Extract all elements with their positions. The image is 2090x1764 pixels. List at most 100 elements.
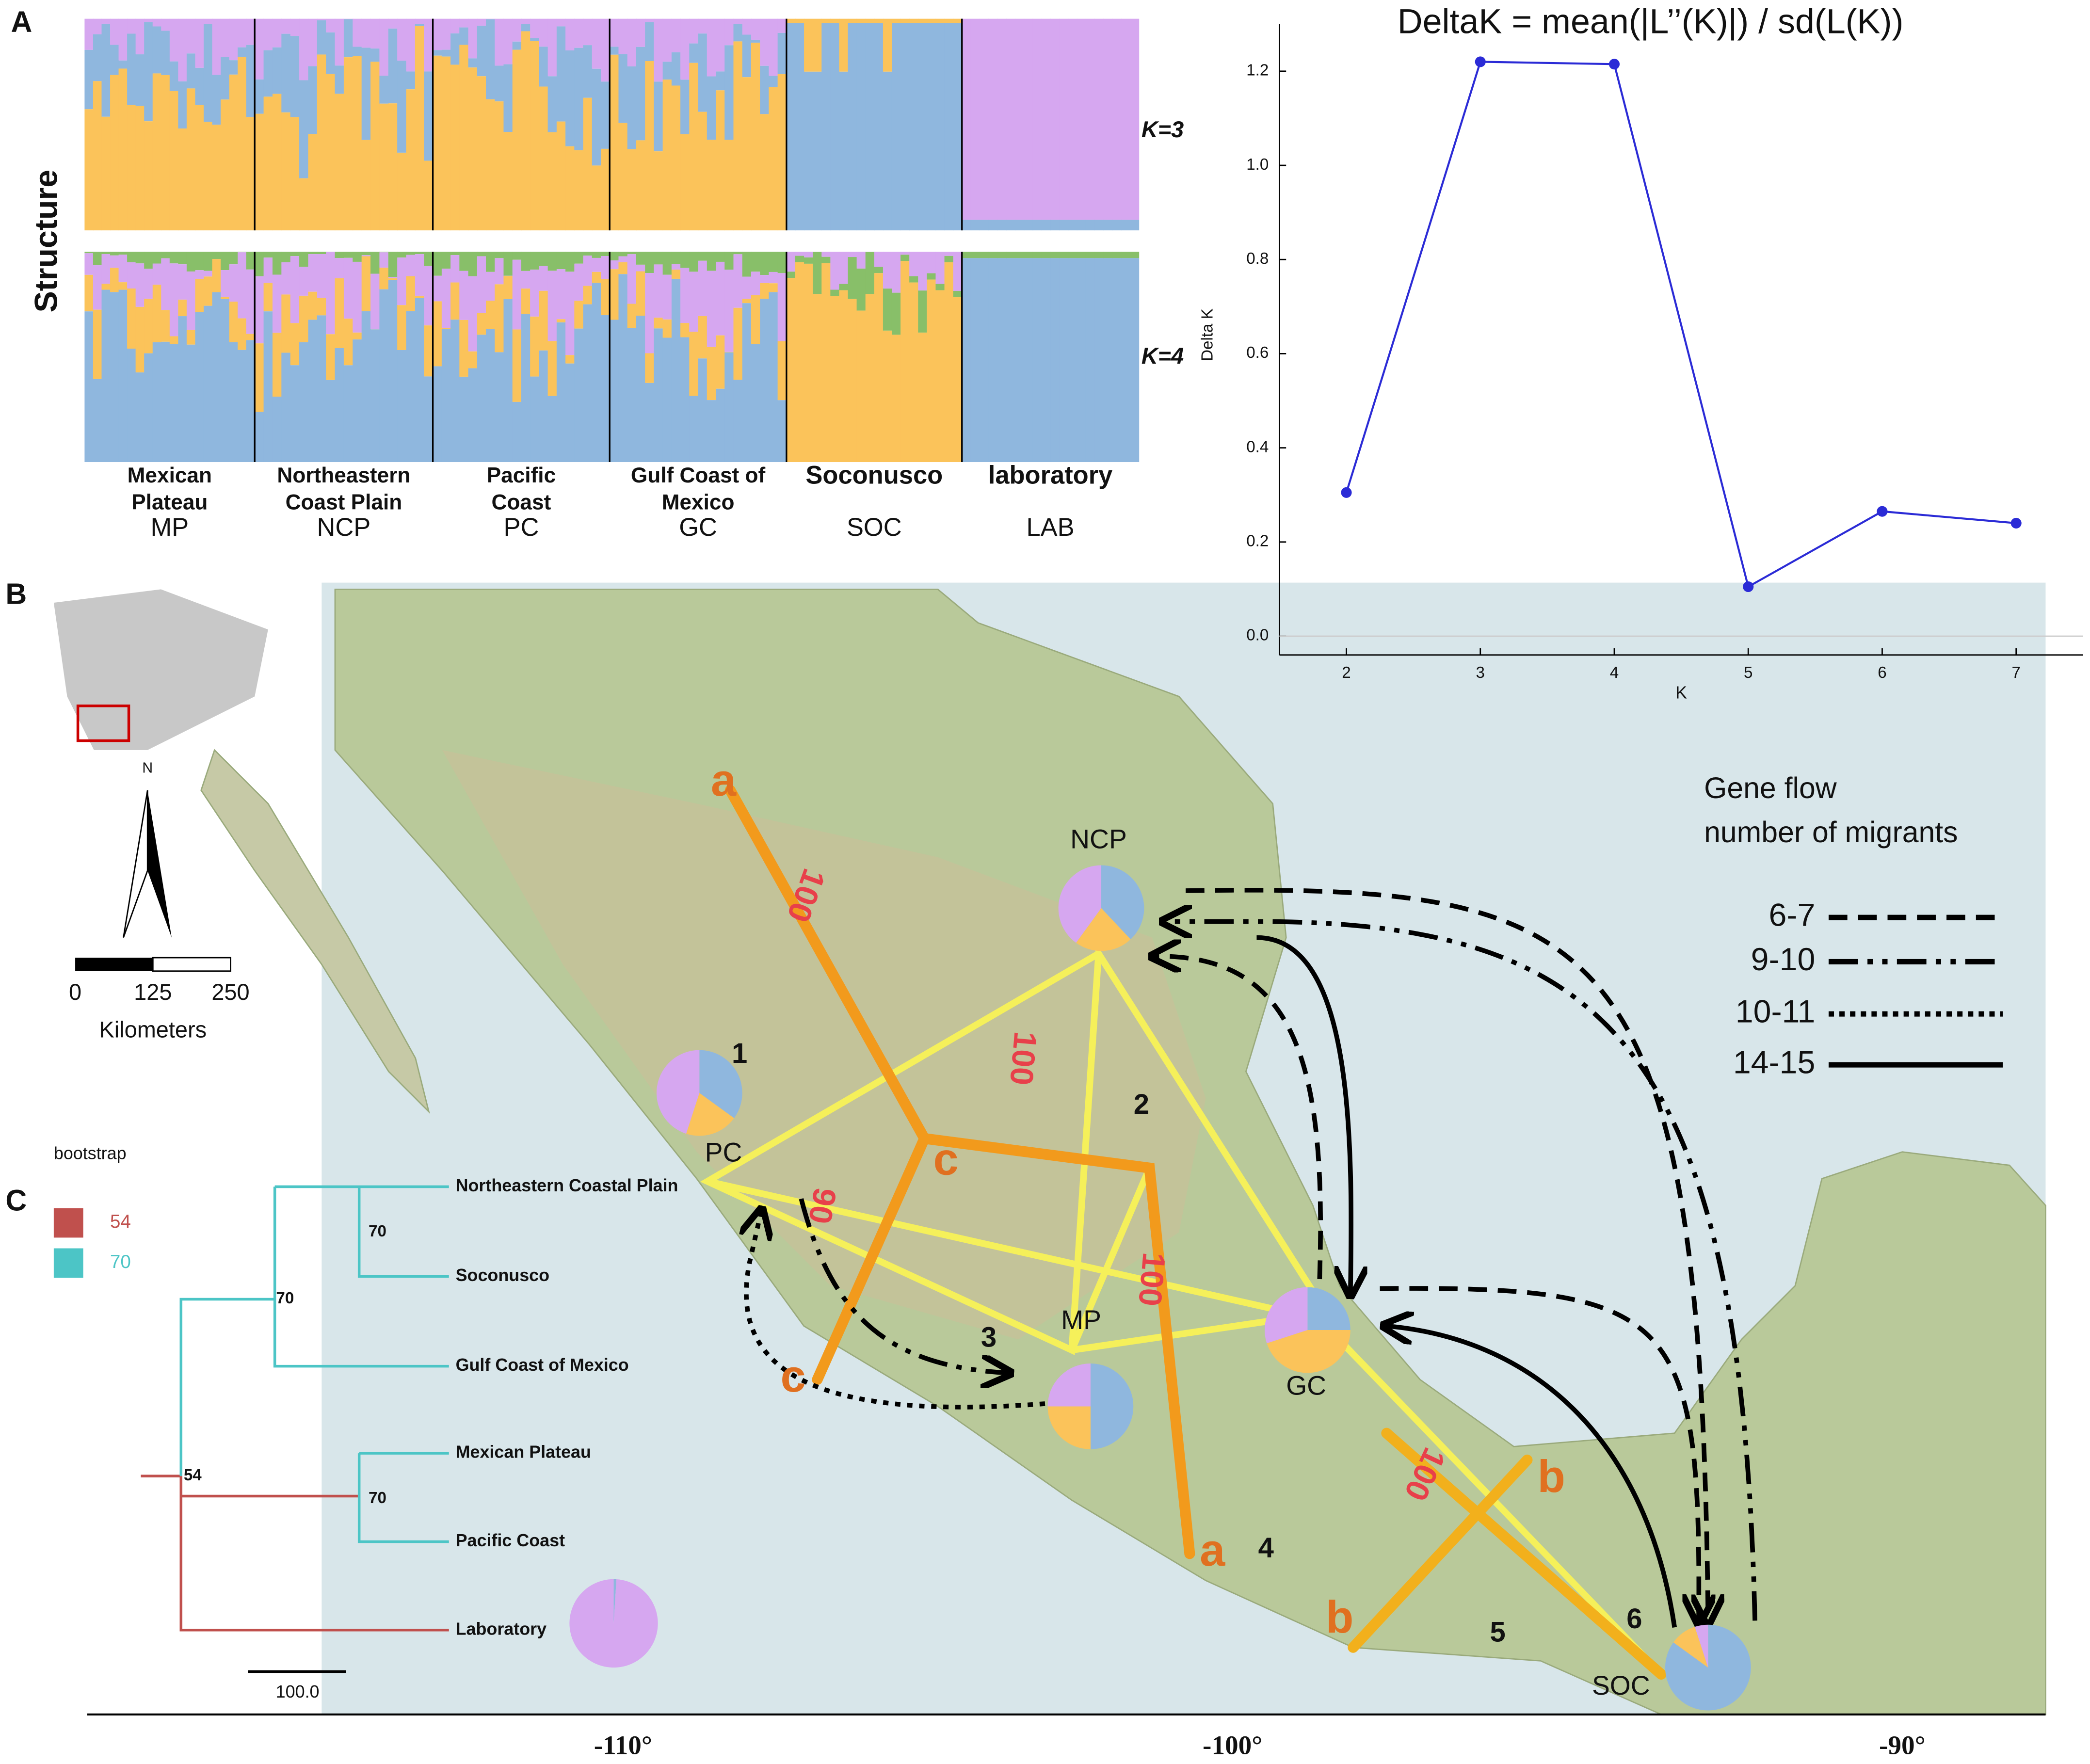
membership-bar — [786, 252, 796, 272]
support-label: 100 — [1131, 1251, 1172, 1308]
membership-bar — [891, 18, 901, 23]
membership-bar — [186, 18, 196, 54]
membership-bar — [281, 353, 291, 463]
membership-bar — [883, 289, 892, 331]
y-axis-label: Delta K — [1199, 308, 1217, 361]
membership-bar — [610, 269, 619, 320]
membership-bar — [671, 18, 681, 52]
membership-bar — [101, 252, 111, 254]
membership-bar — [680, 80, 690, 134]
membership-bar — [795, 256, 804, 262]
membership-bar — [379, 18, 389, 76]
membership-bar — [317, 18, 327, 20]
membership-bar — [760, 252, 770, 275]
membership-bar — [415, 26, 425, 231]
membership-bar — [144, 22, 153, 122]
membership-bar — [441, 18, 451, 50]
membership-bar — [361, 252, 371, 256]
membership-bar — [909, 18, 919, 23]
membership-bar — [1068, 252, 1077, 258]
membership-bar — [186, 53, 196, 89]
membership-bar — [698, 18, 707, 34]
membership-bar — [152, 18, 162, 27]
membership-bar — [662, 337, 672, 463]
membership-bar — [299, 178, 309, 231]
membership-bar — [583, 252, 593, 256]
lineage-label: b — [1326, 1591, 1353, 1642]
membership-bar — [742, 77, 752, 231]
membership-bar — [654, 318, 663, 329]
membership-bar — [433, 55, 442, 231]
membership-bar — [795, 23, 804, 231]
leaf-label: Pacific Coast — [456, 1530, 565, 1550]
membership-bar — [161, 310, 170, 342]
group-abbr: SOC — [847, 513, 902, 542]
membership-bar — [689, 18, 699, 44]
membership-bar — [618, 252, 628, 257]
membership-bar — [485, 252, 496, 272]
membership-bar — [733, 24, 743, 42]
membership-bar — [547, 271, 557, 341]
membership-bar — [671, 85, 681, 231]
membership-bar — [246, 117, 256, 231]
membership-bar — [415, 298, 425, 463]
membership-bar — [93, 81, 102, 231]
pie-slice — [1058, 865, 1102, 943]
membership-bar — [927, 18, 936, 23]
membership-bar — [110, 45, 119, 75]
membership-bar — [485, 19, 496, 99]
membership-bar — [468, 18, 478, 59]
membership-bar — [592, 257, 601, 272]
membership-bar — [662, 252, 672, 275]
legend-title: number of migrants — [1704, 816, 1958, 849]
membership-bar — [101, 18, 111, 24]
membership-bar — [512, 259, 522, 330]
membership-bar — [290, 365, 300, 463]
membership-bar — [583, 97, 593, 231]
membership-bar — [918, 18, 928, 23]
region-label: PC — [705, 1138, 742, 1168]
membership-bar — [353, 339, 362, 463]
membership-bar — [84, 274, 94, 312]
membership-bar — [178, 18, 187, 81]
membership-bar — [627, 254, 637, 304]
membership-bar — [379, 289, 389, 463]
membership-bar — [1050, 220, 1060, 231]
membership-bar — [118, 289, 128, 463]
membership-bar — [777, 273, 787, 341]
membership-bar — [441, 56, 451, 231]
membership-bar — [281, 252, 291, 262]
membership-bar — [962, 258, 971, 463]
membership-bar — [839, 284, 849, 290]
membership-bar — [281, 262, 291, 295]
membership-bar — [1024, 220, 1033, 231]
membership-bar — [547, 396, 557, 463]
membership-bar — [1077, 220, 1086, 231]
x-tick-label: 4 — [1610, 664, 1619, 682]
membership-bar — [495, 18, 504, 66]
membership-bar — [370, 252, 380, 274]
membership-bar — [760, 114, 770, 231]
membership-bar — [716, 71, 725, 91]
membership-bar — [406, 18, 416, 72]
membership-bar — [601, 252, 611, 257]
longitude-label: -110° — [594, 1731, 652, 1760]
group-abbr: PC — [503, 513, 539, 542]
membership-bar — [212, 75, 221, 125]
leaf-label: Northeastern Coastal Plain — [456, 1175, 678, 1195]
membership-bar — [290, 252, 300, 257]
membership-bar — [468, 58, 478, 68]
membership-bar — [769, 272, 778, 284]
membership-bar — [353, 56, 362, 231]
legend-swatch — [53, 1248, 83, 1278]
membership-bar — [1041, 258, 1051, 463]
membership-bar — [547, 76, 557, 132]
membership-bar — [539, 290, 548, 351]
membership-bar — [935, 290, 945, 463]
membership-bar — [1032, 18, 1042, 220]
membership-bar — [804, 263, 813, 463]
y-tick-label: 0.8 — [1246, 250, 1269, 268]
membership-bar — [388, 277, 398, 278]
legend-label: 70 — [110, 1251, 131, 1272]
membership-bar — [1112, 220, 1122, 231]
